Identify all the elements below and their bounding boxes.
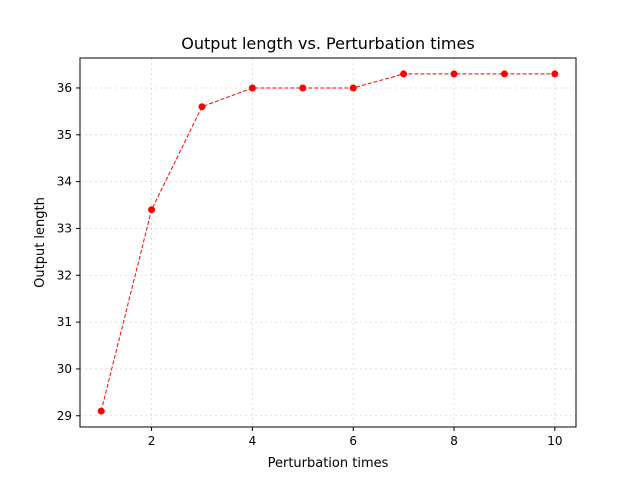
data-point [148, 206, 156, 214]
y-tick-label: 29 [57, 409, 72, 423]
axis-ticks: 2 4 6 8 10 29 30 31 32 33 34 35 36 [57, 81, 563, 448]
y-tick-label: 34 [57, 175, 72, 189]
data-point [299, 84, 307, 92]
x-tick-label: 2 [148, 434, 156, 448]
plot-area-frame [79, 57, 577, 428]
y-tick-label: 31 [57, 315, 72, 329]
data-point [500, 70, 508, 78]
data-point [248, 84, 256, 92]
data-point [551, 70, 559, 78]
x-axis-label: Perturbation times [268, 456, 389, 471]
grid [80, 58, 576, 427]
y-tick-label: 33 [57, 221, 72, 235]
data-point [349, 84, 357, 92]
y-tick-label: 30 [57, 362, 72, 376]
y-tick-label: 32 [57, 268, 72, 282]
series-line [100, 73, 555, 412]
y-axis-label: Output length [33, 197, 48, 288]
x-tick-label: 6 [349, 434, 357, 448]
x-tick-label: 10 [547, 434, 562, 448]
y-tick-label: 36 [57, 81, 72, 95]
data-point [450, 70, 458, 78]
y-tick-label: 35 [57, 128, 72, 142]
data-point [198, 103, 206, 111]
data-point [97, 407, 105, 415]
x-tick-label: 8 [450, 434, 458, 448]
series-layer [97, 70, 559, 415]
data-point [400, 70, 408, 78]
chart-title: Output length vs. Perturbation times [181, 34, 474, 53]
x-tick-label: 4 [249, 434, 257, 448]
